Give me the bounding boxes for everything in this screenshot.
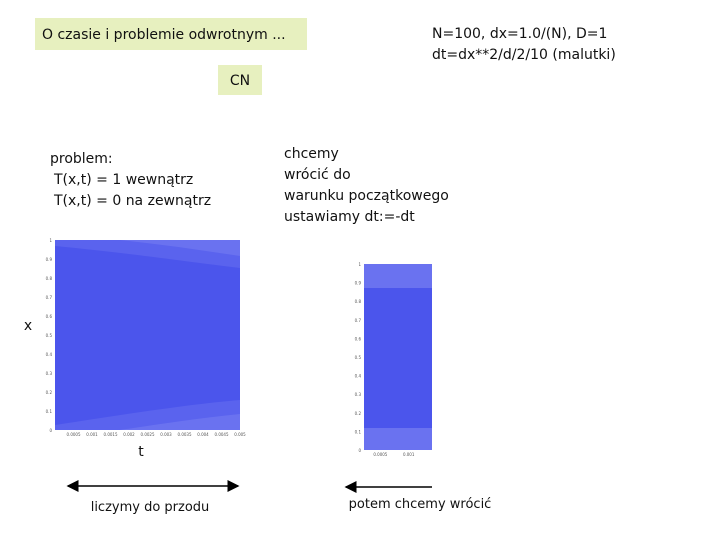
caption: liczymy do przodu	[91, 500, 210, 515]
params: dt=dx**2/d/2/10 (malutki)	[432, 47, 616, 63]
params: N=100, dx=1.0/(N), D=1	[432, 26, 607, 42]
x-tick-label: 0.0015	[104, 432, 118, 437]
y-tick-label: 0	[358, 448, 361, 453]
y-tick-label: 1	[358, 262, 361, 267]
contour-band	[364, 264, 432, 288]
y-tick-label: 0.8	[355, 299, 362, 304]
y-tick-label: 0.3	[355, 392, 362, 397]
note-line: ustawiamy dt:=-dt	[284, 209, 415, 225]
note-line: T(x,t) = 1 wewnątrz	[53, 172, 193, 188]
y-tick-label: 0	[49, 428, 52, 433]
x-tick-label: 0.0025	[141, 432, 155, 437]
x-tick-label: 0.0005	[67, 432, 81, 437]
note-line: chcemy	[284, 146, 339, 162]
x-tick-label: 0.004	[197, 432, 209, 437]
title: O czasie i problemie odwrotnym ...	[42, 27, 286, 43]
y-tick-label: 0.9	[46, 257, 53, 262]
y-tick-label: 0.7	[355, 318, 362, 323]
contour-plot	[364, 264, 432, 450]
note-line: T(x,t) = 0 na zewnątrz	[53, 193, 211, 209]
y-tick-label: 0.3	[46, 371, 53, 376]
title-box	[35, 18, 307, 50]
y-tick-label: 0.6	[46, 314, 53, 319]
x-tick-label: 0.001	[86, 432, 98, 437]
y-tick-label: 0.2	[355, 411, 362, 416]
note-line: warunku początkowego	[284, 188, 449, 204]
y-tick-label: 1	[49, 238, 52, 243]
x-tick-label: 0.001	[403, 452, 415, 457]
x-tick-label: 0.0005	[373, 452, 387, 457]
y-tick-label: 0.2	[46, 390, 53, 395]
contour-band	[364, 428, 432, 450]
note-line: wrócić do	[284, 167, 351, 183]
y-tick-label: 0.9	[355, 281, 362, 286]
axis-label: x	[24, 318, 32, 334]
x-tick-label: 0.002	[123, 432, 135, 437]
y-tick-label: 0.1	[355, 429, 362, 434]
x-tick-label: 0.0035	[178, 432, 192, 437]
y-tick-label: 0.7	[46, 295, 53, 300]
note-line: problem:	[50, 151, 113, 167]
y-tick-label: 0.8	[46, 276, 53, 281]
y-tick-label: 0.1	[46, 409, 53, 414]
y-tick-label: 0.6	[355, 336, 362, 341]
contour-band	[120, 414, 240, 430]
caption: potem chcemy wrócić	[349, 497, 492, 512]
x-tick-label: 0.005	[234, 432, 246, 437]
y-tick-label: 0.4	[355, 374, 362, 379]
method: CN	[230, 73, 250, 89]
y-tick-label: 0.5	[46, 333, 53, 338]
y-tick-label: 0.4	[46, 352, 53, 357]
x-tick-label: 0.003	[160, 432, 172, 437]
method-box	[218, 65, 262, 95]
contour-plot	[55, 240, 240, 430]
x-tick-label: 0.0045	[215, 432, 229, 437]
contour-band	[120, 240, 240, 256]
axis-label: t	[138, 444, 144, 460]
y-tick-label: 0.5	[355, 355, 362, 360]
